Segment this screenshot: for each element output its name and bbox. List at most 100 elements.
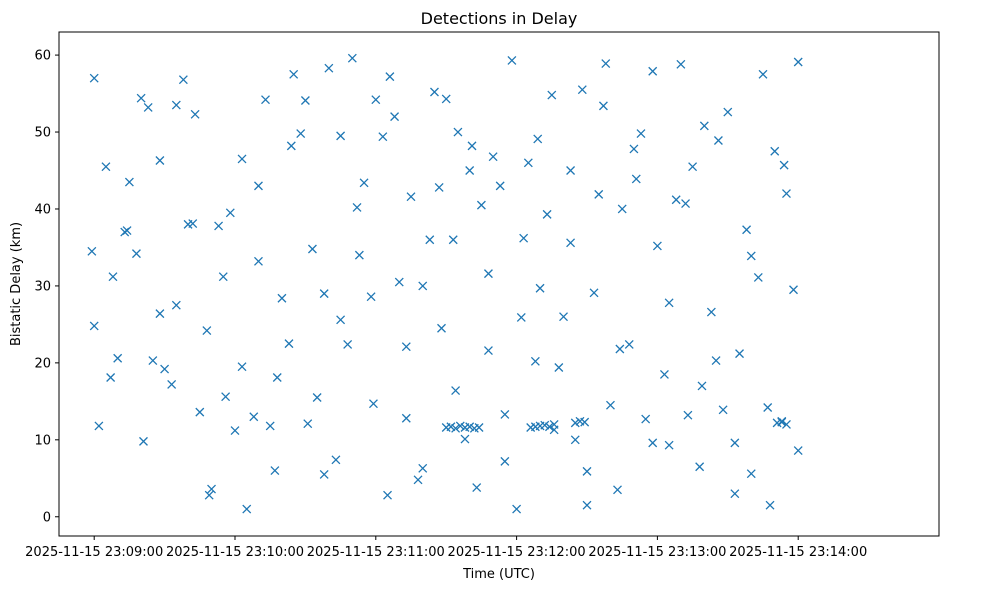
data-point [570,435,580,445]
data-point [500,456,510,466]
data-point [366,292,376,302]
data-point [472,483,482,492]
data-point [629,144,639,154]
y-tick-label: 30 [34,279,51,294]
data-point [261,95,270,105]
data-point [460,434,470,444]
data-point [580,417,590,427]
data-point [188,219,198,229]
data-point [434,182,444,192]
data-point [359,178,369,188]
y-tick-label: 60 [34,49,51,64]
data-point [782,189,791,199]
data-point [286,141,296,151]
data-point [383,490,392,500]
data-point [779,160,789,170]
data-point [249,412,259,422]
y-axis-ticks: 0 10 20 30 40 50 60 [34,49,59,525]
data-point [789,285,798,295]
data-point [204,490,214,500]
data-point [371,95,381,105]
x-tick-label: 2025-11-15 23:12:00 [448,545,586,560]
data-point [519,233,529,243]
data-point [136,93,146,103]
data-point [697,381,707,391]
data-point [559,312,568,322]
data-point [296,129,306,139]
data-point [566,166,576,175]
data-point [713,136,723,145]
data-point [425,235,435,245]
data-point [659,369,669,379]
data-point [171,300,181,310]
x-axis-ticks: 2025-11-15 23:09:00 2025-11-15 23:10:00 20… [25,536,867,560]
data-point [453,127,463,137]
x-axis-label: Time (UTC) [462,567,535,582]
data-point [554,363,564,372]
data-point [354,250,364,260]
data-point [523,158,533,168]
y-tick-label: 10 [34,433,51,448]
data-point [336,315,346,325]
data-point [319,289,329,299]
data-point [793,57,803,67]
data-point [139,436,148,446]
data-point [641,414,651,424]
data-point [763,403,773,412]
data-point [143,102,153,112]
data-point [770,146,780,156]
data-point [533,134,543,144]
data-point [465,166,475,175]
data-point [483,346,493,356]
data-point [272,373,282,382]
x-tick-label: 2025-11-15 23:11:00 [307,545,445,560]
data-point [237,154,247,164]
data-point [730,438,740,448]
data-point [352,202,362,212]
data-point [542,209,552,219]
data-point [124,177,134,187]
data-point [101,162,111,172]
data-point [171,100,181,110]
data-point [765,500,775,510]
data-point [218,272,228,282]
data-point [598,101,608,111]
data-point [488,152,498,162]
data-point [441,94,451,104]
data-point [160,364,170,374]
data-point [155,309,165,319]
data-point [467,141,477,151]
data-point [474,423,484,432]
data-point [547,90,557,100]
data-point [483,269,493,279]
data-point [312,393,322,402]
data-point [406,192,416,202]
data-point [202,326,212,336]
data-point [758,69,768,79]
data-point [214,221,224,231]
data-point [254,256,263,266]
data-point [742,225,752,235]
data-point [495,181,505,191]
y-tick-label: 20 [34,356,51,371]
data-point [589,288,599,298]
data-point [706,307,716,317]
x-tick-label: 2025-11-15 23:13:00 [588,545,726,560]
data-point [437,323,446,333]
data-point [106,373,116,382]
data-point [190,109,200,119]
data-point [113,353,123,363]
data-point [544,422,554,432]
data-point [413,475,423,485]
data-point [343,339,353,349]
data-point [94,421,104,431]
data-point [777,416,787,426]
data-point [664,298,674,308]
data-point [289,69,299,79]
data-point [676,59,686,69]
y-tick-label: 40 [34,202,51,217]
data-point [430,87,439,97]
data-point [671,195,681,205]
